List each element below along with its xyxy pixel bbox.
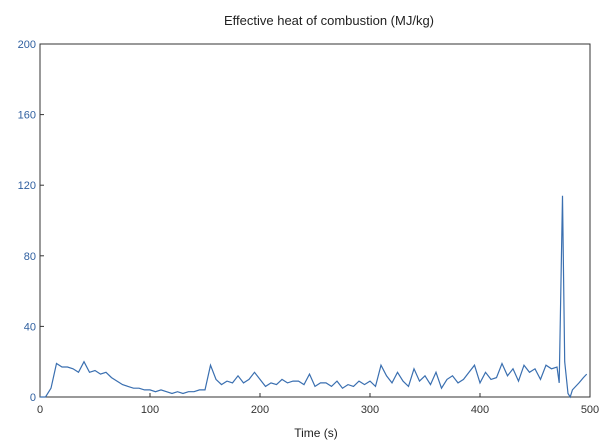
x-tick-label: 300 [361, 404, 379, 416]
y-axis: 0 40 80 120 160 200 [18, 39, 44, 404]
y-tick-label: 160 [18, 110, 36, 122]
y-tick-label: 120 [18, 180, 36, 192]
x-tick-label: 400 [471, 404, 489, 416]
y-tick-label: 80 [24, 251, 36, 263]
x-axis-label: Time (s) [294, 426, 338, 440]
x-tick-label: 100 [141, 404, 159, 416]
x-axis: 0 100 200 300 400 500 [37, 393, 599, 416]
x-tick-label: 0 [37, 404, 43, 416]
series-line [40, 195, 588, 399]
x-tick-label: 200 [251, 404, 269, 416]
y-tick-label: 0 [30, 392, 36, 404]
x-tick-label: 500 [581, 404, 599, 416]
y-tick-label: 200 [18, 39, 36, 51]
plot-frame [39, 43, 591, 398]
y-tick-label: 40 [24, 321, 36, 333]
chart-title: Effective heat of combustion (MJ/kg) [224, 13, 434, 28]
